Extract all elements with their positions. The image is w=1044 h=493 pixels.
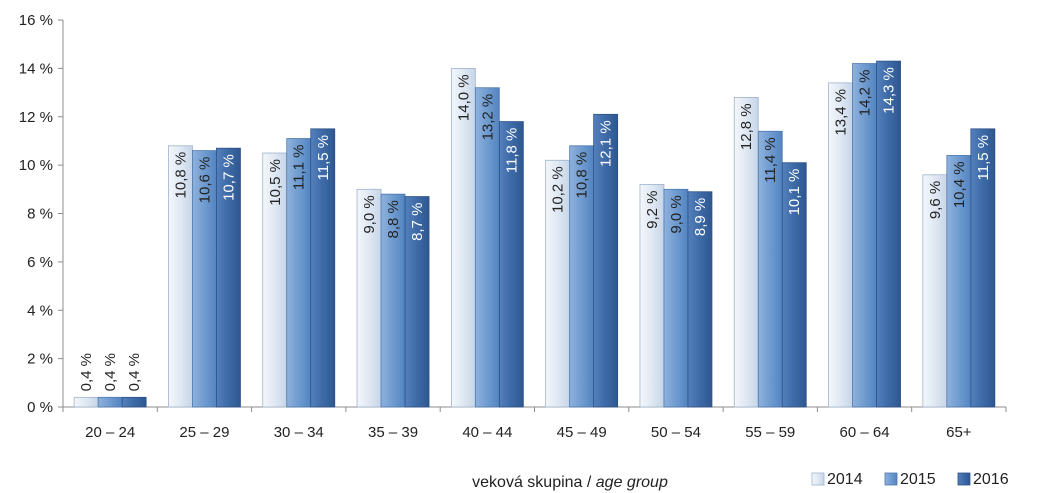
data-label: 14,0 % [455, 74, 472, 121]
legend-label-2014: 2014 [827, 471, 863, 488]
x-tick-label: 20 – 24 [85, 424, 135, 441]
x-tick-label: 30 – 34 [274, 424, 324, 441]
data-label: 13,4 % [833, 89, 850, 136]
bar-2015 [663, 188, 689, 408]
data-label: 11,5 % [975, 135, 992, 181]
bar-2016 [498, 121, 524, 408]
data-label: 9,6 % [927, 181, 944, 219]
bar-2015 [97, 396, 123, 408]
legend-swatch-2016 [957, 472, 971, 486]
data-label: 12,1 % [598, 120, 615, 167]
bar-2015 [474, 87, 500, 408]
data-label: 10,7 % [220, 154, 237, 201]
bar-2015 [852, 63, 877, 408]
bar-2016 [781, 162, 807, 408]
bar-2015 [380, 193, 406, 408]
bar-2014 [922, 174, 948, 408]
x-tick-label: 25 – 29 [179, 424, 229, 441]
bar-2015 [569, 145, 595, 408]
bar-2014 [733, 97, 759, 408]
bar-2016 [216, 147, 241, 408]
legend-label-2016: 2016 [973, 471, 1009, 488]
data-label: 10,4 % [951, 161, 968, 208]
y-tick-label: 0 % [27, 399, 53, 416]
data-label: 8,9 % [692, 198, 709, 236]
x-tick-label: 45 – 49 [557, 424, 607, 441]
x-tick-label: 40 – 44 [462, 424, 512, 441]
bar-2015 [286, 138, 312, 408]
legend-swatch-2014 [811, 472, 825, 486]
bar-2014 [356, 188, 382, 408]
data-labels-group: 0,4 % 0,4 % 0,4 % 10,8 % 10,6 % 10,7 % 10,5 % 1… [78, 67, 992, 391]
bar-2016 [593, 113, 619, 408]
bar-2016 [121, 396, 147, 408]
data-label: 9,0 % [361, 195, 378, 233]
x-axis: 20 – 24 25 – 29 30 – 34 35 – 39 40 – 44 45 – … [62, 406, 1007, 441]
data-label: 14,3 % [881, 67, 898, 114]
x-tick-label: 65+ [946, 424, 972, 441]
y-tick-label: 16 % [19, 12, 53, 29]
x-tick-label: 50 – 54 [651, 424, 701, 441]
legend-swatch-2015 [884, 472, 898, 486]
data-label: 0,4 % [78, 353, 95, 391]
legend: 2014 2015 2016 [811, 471, 1009, 488]
x-tick-label: 35 – 39 [368, 424, 418, 441]
bar-2014 [73, 396, 99, 408]
data-label: 0,4 % [126, 353, 143, 391]
data-label: 11,8 % [503, 128, 520, 174]
y-tick-label: 14 % [19, 60, 53, 77]
bar-2015 [946, 155, 972, 408]
data-label: 11,5 % [315, 135, 332, 181]
y-axis: 0 % 2 % 4 % 6 % 8 % 10 % 12 % 14 % 16 % [19, 12, 64, 416]
data-label: 11,1 % [291, 145, 308, 191]
bar-2014 [262, 152, 288, 408]
data-label: 10,5 % [267, 159, 284, 206]
bar-2014 [450, 67, 476, 408]
data-label: 10,1 % [786, 169, 803, 216]
bar-2016 [404, 196, 430, 408]
bar-2014 [828, 82, 853, 408]
data-label: 10,6 % [196, 157, 213, 204]
bar-2016 [310, 128, 336, 408]
y-tick-label: 6 % [27, 254, 53, 271]
data-label: 8,7 % [409, 203, 426, 241]
x-tick-label: 55 – 59 [745, 424, 795, 441]
bar-2016 [876, 60, 901, 408]
bars-group [73, 60, 996, 408]
data-label: 10,8 % [574, 152, 591, 199]
data-label: 9,0 % [668, 195, 685, 233]
data-label: 8,8 % [385, 200, 402, 238]
data-label: 10,2 % [550, 166, 567, 213]
legend-label-2015: 2015 [900, 471, 936, 488]
bar-2016 [687, 191, 713, 408]
x-axis-title: veková skupina / age group [472, 474, 668, 491]
bar-2016 [970, 128, 996, 408]
data-label: 0,4 % [102, 353, 119, 391]
data-label: 13,2 % [479, 94, 496, 141]
data-label: 9,2 % [644, 190, 661, 228]
data-label: 11,4 % [762, 137, 779, 183]
y-tick-label: 8 % [27, 206, 53, 223]
y-tick-label: 12 % [19, 109, 53, 126]
bar-2015 [757, 130, 783, 408]
x-tick-label: 60 – 64 [840, 424, 890, 441]
y-tick-label: 2 % [27, 351, 53, 368]
bar-2014 [545, 159, 571, 408]
y-tick-label: 4 % [27, 302, 53, 319]
data-label: 12,8 % [738, 103, 755, 150]
data-label: 14,2 % [857, 70, 874, 117]
y-tick-label: 10 % [19, 157, 53, 174]
data-label: 10,8 % [172, 152, 189, 199]
